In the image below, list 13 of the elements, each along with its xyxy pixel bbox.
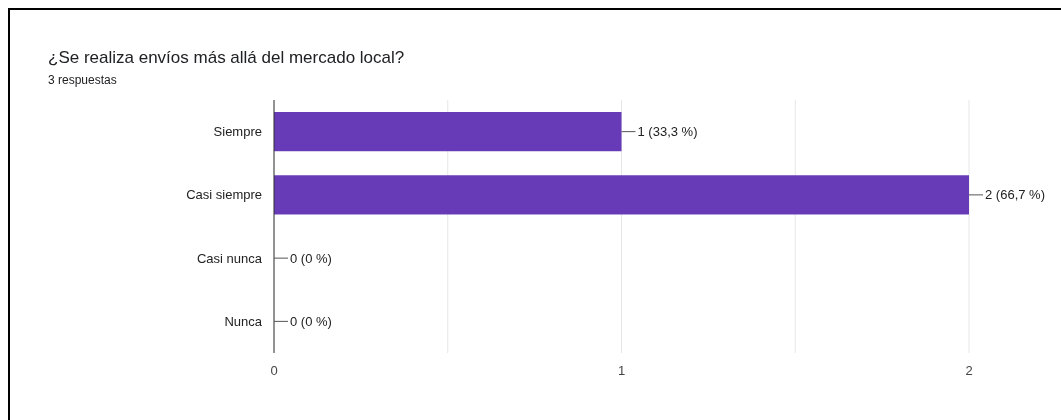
x-tick-label: 0 <box>270 363 278 378</box>
text: 3 respuestas <box>48 73 117 87</box>
y-tick-label: Casi nunca <box>196 250 263 266</box>
y-tick-label: Casi siempre <box>186 187 262 203</box>
x-tick-label: 2 <box>965 363 973 378</box>
data-label: 2 (66,7 %) <box>985 187 1045 203</box>
data-label: 0 (0 %) <box>290 250 332 266</box>
data-label: 1 (33,3 %) <box>637 124 698 140</box>
y-tick-label: Nunca <box>224 313 263 329</box>
chart-title: ¿Se realiza envíos más allá del mercado local? <box>48 48 405 67</box>
y-tick-label: Siempre <box>213 124 262 140</box>
data-label: 0 (0 %) <box>290 313 332 329</box>
x-tick-label: 1 <box>617 363 626 378</box>
